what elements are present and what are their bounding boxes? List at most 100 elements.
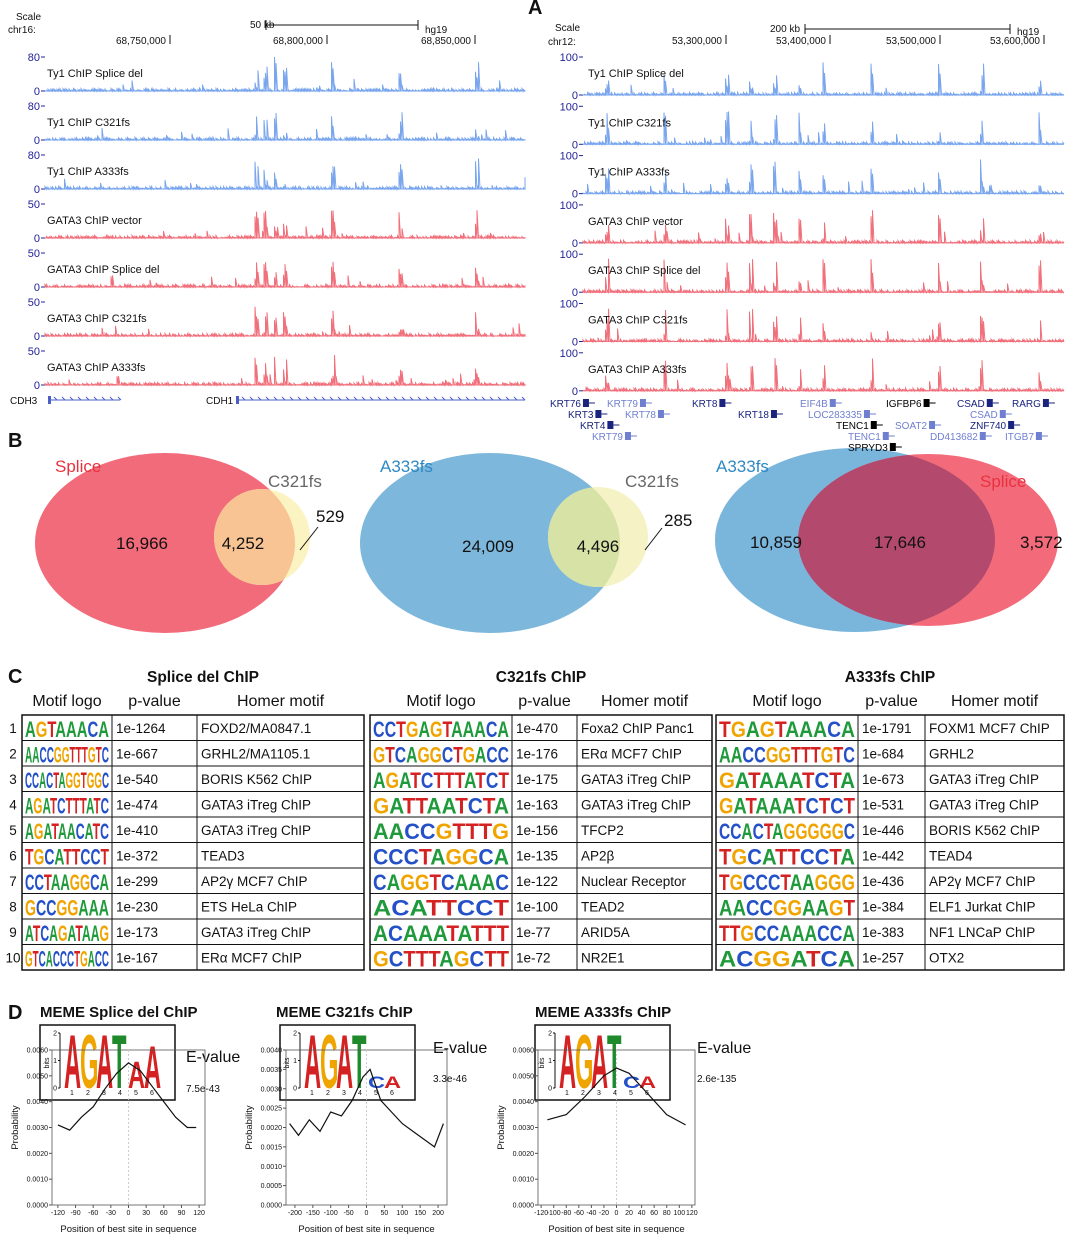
probability-curve bbox=[289, 1068, 444, 1148]
gene-exon bbox=[1035, 432, 1042, 440]
p-value: 1e-135 bbox=[516, 849, 558, 864]
venn-circle bbox=[360, 453, 620, 633]
motif-logo: A C ATTC C T bbox=[373, 896, 510, 921]
venn-count: 3,572 bbox=[1020, 533, 1063, 552]
gene-arrow bbox=[329, 396, 334, 401]
y-tick-label: 0.0020 bbox=[261, 1125, 283, 1132]
gene-exon bbox=[582, 399, 589, 407]
column-header: Homer motif bbox=[601, 693, 689, 710]
track-tick-label: 0 bbox=[34, 135, 40, 147]
logo-tick-label: 0 bbox=[548, 1086, 552, 1093]
meme-title: MEME A333fs ChIP bbox=[535, 1004, 671, 1021]
logo-letter: A bbox=[559, 1019, 576, 1104]
homer-motif: NF1 LNCaP ChIP bbox=[929, 925, 1035, 940]
gene-arrow bbox=[249, 396, 254, 401]
gene-arrow bbox=[481, 396, 486, 401]
logo-position: 5 bbox=[374, 1090, 378, 1097]
motif-logo: GCCGGAAA bbox=[25, 896, 109, 921]
meme-title: MEME Splice del ChIP bbox=[40, 1004, 198, 1021]
motif-logo: AACCGTTTG bbox=[373, 819, 509, 844]
gene-arrow bbox=[289, 396, 294, 401]
assembly-label: hg19 bbox=[425, 25, 448, 36]
gene-arrow bbox=[513, 396, 518, 401]
gene-label: KRT8 bbox=[692, 399, 718, 410]
homer-motif: GATA3 iTreg ChIP bbox=[581, 772, 691, 787]
track-signal bbox=[44, 354, 526, 387]
p-value: 1e-684 bbox=[862, 747, 905, 762]
venn-shapes bbox=[35, 448, 1058, 633]
evalue: 2.6e-135 bbox=[697, 1074, 737, 1085]
p-value: 1e-383 bbox=[862, 925, 904, 940]
x-tick-label: 20 bbox=[625, 1210, 633, 1217]
logo-letter: T bbox=[112, 1019, 126, 1104]
p-value: 1e-77 bbox=[516, 925, 551, 940]
p-value: 1e-667 bbox=[116, 747, 158, 762]
motif-logo: GATAAATCTCT bbox=[719, 794, 855, 819]
p-value: 1e-167 bbox=[116, 951, 158, 966]
homer-motif: GATA3 iTreg ChIP bbox=[201, 925, 311, 940]
track-tick-label: 50 bbox=[28, 248, 40, 260]
leader-line bbox=[644, 527, 663, 551]
motif-logo: AGATAACATC bbox=[25, 819, 109, 844]
p-value: 1e-442 bbox=[862, 849, 904, 864]
logo-letter: T bbox=[352, 1019, 366, 1104]
homer-motif: GATA3 iTreg ChIP bbox=[929, 772, 1039, 787]
gene-arrow bbox=[61, 396, 66, 401]
leader-line bbox=[299, 526, 319, 551]
y-tick-label: 0.0030 bbox=[261, 1086, 283, 1093]
x-tick-label: -60 bbox=[574, 1210, 584, 1217]
logo-tick-label: 1 bbox=[548, 1058, 552, 1065]
motif-logo: CCACTAGGTGGC bbox=[25, 768, 109, 793]
logo-tick-label: 2 bbox=[53, 1031, 57, 1038]
gene-exon bbox=[624, 432, 631, 440]
homer-motif: FOXM1 MCF7 ChIP bbox=[929, 721, 1050, 736]
motif-logo: GATTAATCTA bbox=[373, 794, 509, 819]
logo-tick-label: 2 bbox=[293, 1031, 297, 1038]
p-value: 1e-72 bbox=[516, 951, 551, 966]
y-tick-label: 0.0050 bbox=[513, 1073, 535, 1080]
track-tick-label: 0 bbox=[572, 337, 578, 349]
logo-tick-label: 2 bbox=[548, 1031, 552, 1038]
chrom-label: chr16: bbox=[8, 25, 36, 36]
track-tick-label: 0 bbox=[572, 189, 578, 201]
venn-count: 24,009 bbox=[462, 537, 514, 556]
homer-motif: Foxa2 ChIP Panc1 bbox=[581, 721, 694, 736]
track-name: Ty1 ChIP A333fs bbox=[588, 167, 670, 179]
x-tick-label: 120 bbox=[686, 1210, 698, 1217]
row-number: 10 bbox=[5, 951, 20, 966]
track-tick-label: 50 bbox=[28, 346, 40, 358]
gene-label: ITGB7 bbox=[1005, 432, 1034, 443]
y-tick-label: 0.0030 bbox=[513, 1125, 535, 1132]
x-tick-label: -50 bbox=[344, 1210, 354, 1217]
gene-arrow bbox=[101, 396, 106, 401]
logo-tick-label: 0 bbox=[53, 1086, 57, 1093]
homer-motif: ETS HeLa ChIP bbox=[201, 900, 297, 915]
homer-motif: TEAD3 bbox=[201, 849, 245, 864]
x-axis-label: Position of best site in sequence bbox=[298, 1224, 434, 1235]
venn-count: 4,252 bbox=[222, 534, 265, 553]
row-number: 6 bbox=[9, 849, 17, 864]
gene-exon bbox=[657, 410, 664, 418]
homer-motif: ERα MCF7 ChIP bbox=[201, 951, 302, 966]
track-name: GATA3 ChIP Splice del bbox=[588, 265, 701, 277]
gene-exon bbox=[929, 421, 936, 429]
motif-logo: TTGCCAAACCA bbox=[719, 921, 855, 946]
homer-motif: AP2γ MCF7 ChIP bbox=[929, 874, 1036, 889]
p-value: 1e-470 bbox=[516, 721, 558, 736]
logo-position: 2 bbox=[86, 1090, 90, 1097]
x-tick-label: -120 bbox=[51, 1210, 65, 1217]
gene-arrow bbox=[297, 396, 302, 401]
motif-logo: CCACTAGGGGGC bbox=[719, 819, 855, 844]
bits-label: bits bbox=[44, 1057, 51, 1068]
p-value: 1e-257 bbox=[862, 951, 904, 966]
venn-count: 17,646 bbox=[874, 533, 926, 552]
column-header: p-value bbox=[865, 693, 918, 710]
track-tick-label: 80 bbox=[28, 150, 40, 162]
homer-motif: BORIS K562 ChIP bbox=[201, 772, 312, 787]
scale-label: Scale bbox=[16, 12, 41, 23]
table-title: A333fs ChIP bbox=[845, 669, 935, 686]
gene-arrow bbox=[69, 396, 74, 401]
x-tick-label: -20 bbox=[599, 1210, 609, 1217]
venn-count: 4,496 bbox=[577, 537, 620, 556]
p-value: 1e-372 bbox=[116, 849, 158, 864]
